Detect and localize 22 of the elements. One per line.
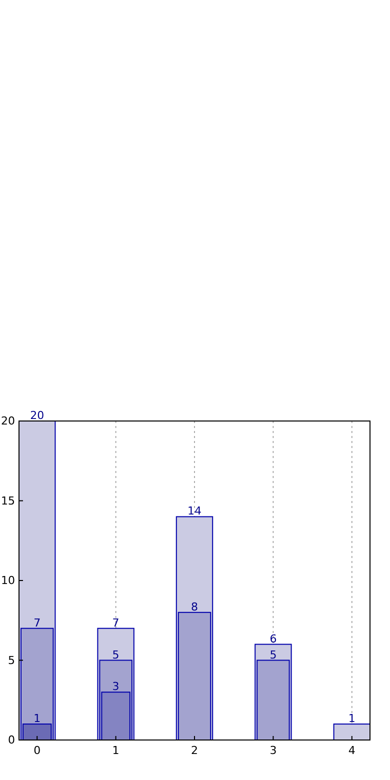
data-label: 7 <box>34 616 41 630</box>
data-label: 14 <box>188 504 202 518</box>
y-tick-label: 5 <box>8 654 15 667</box>
bar <box>333 724 370 740</box>
x-tick-label: 2 <box>191 744 198 757</box>
data-label: 20 <box>30 409 44 422</box>
data-label: 5 <box>270 648 277 662</box>
x-tick-label: 0 <box>34 744 41 757</box>
data-label: 5 <box>112 648 120 662</box>
data-label: 8 <box>191 600 198 614</box>
y-tick-label: 0 <box>8 734 15 747</box>
y-tick-label: 10 <box>1 574 15 588</box>
x-tick-label: 3 <box>270 744 277 757</box>
y-tick-label: 20 <box>1 414 15 428</box>
data-label: 1 <box>348 712 356 726</box>
data-label: 7 <box>112 616 120 630</box>
y-tick-label: 15 <box>1 494 15 508</box>
data-label: 1 <box>34 712 41 726</box>
data-label: 6 <box>270 632 277 646</box>
x-tick-label: 1 <box>112 744 120 757</box>
data-label: 3 <box>112 680 120 694</box>
x-tick-label: 4 <box>348 744 356 757</box>
